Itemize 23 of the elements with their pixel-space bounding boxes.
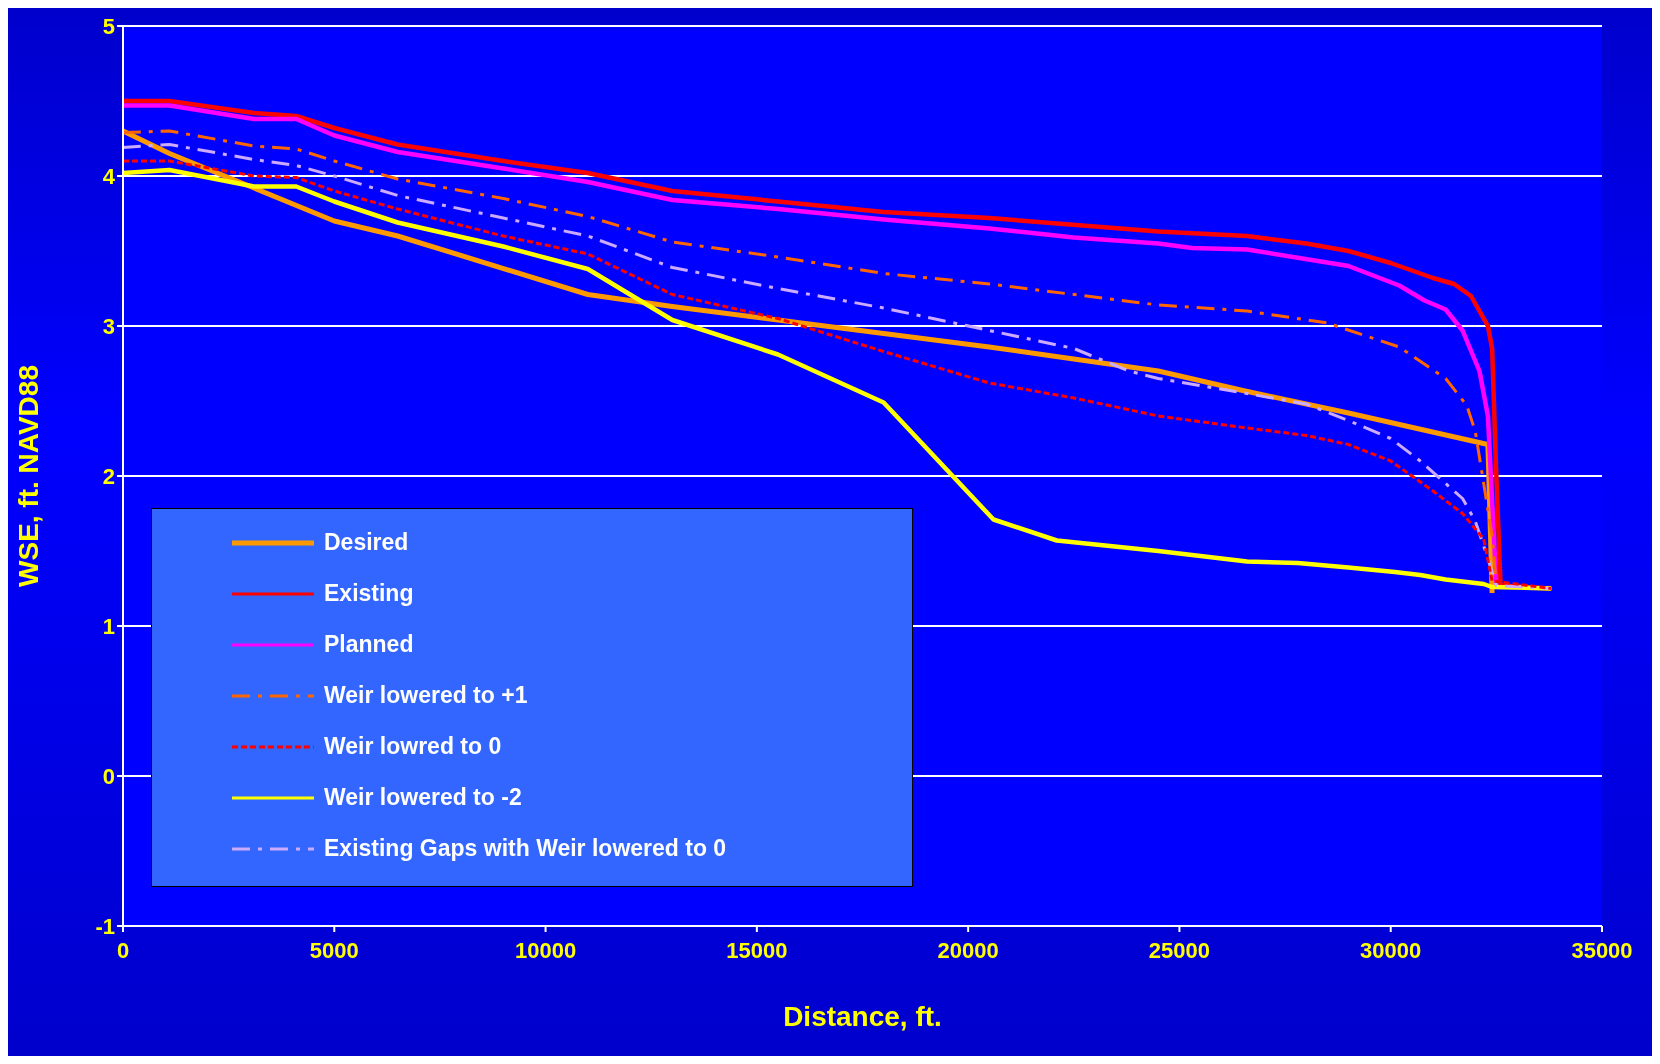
x-tick-label: 15000 [726, 937, 788, 963]
y-tick-label: 4 [102, 163, 116, 189]
y-tick-label: 1 [102, 613, 115, 639]
x-tick-label: 20000 [937, 937, 999, 963]
x-tick-label: 5000 [309, 937, 359, 963]
y-tick-label: 0 [102, 763, 115, 789]
legend-label: Weir lowered to +1 [324, 682, 528, 709]
y-tick-label: 3 [102, 313, 115, 339]
legend-label: Planned [324, 631, 414, 658]
legend-label: Weir lowred to 0 [324, 733, 502, 760]
x-tick-label: 10000 [514, 937, 577, 963]
y-tick-label: 2 [102, 463, 115, 489]
x-tick-label: 35000 [1571, 937, 1633, 963]
y-tick-label: 5 [102, 13, 115, 39]
legend-label: Existing [324, 580, 414, 607]
legend-label: Desired [324, 529, 409, 556]
legend-label: Weir lowered to -2 [324, 784, 522, 811]
x-tick-label: 30000 [1360, 937, 1422, 963]
y-tick-label: -1 [95, 913, 115, 939]
y-axis-title: WSE, ft. NAVD88 [12, 365, 44, 587]
x-axis-title: Distance, ft. [783, 1001, 942, 1032]
x-tick-label: 25000 [1148, 937, 1211, 963]
legend-label: Existing Gaps with Weir lowered to 0 [324, 835, 727, 862]
